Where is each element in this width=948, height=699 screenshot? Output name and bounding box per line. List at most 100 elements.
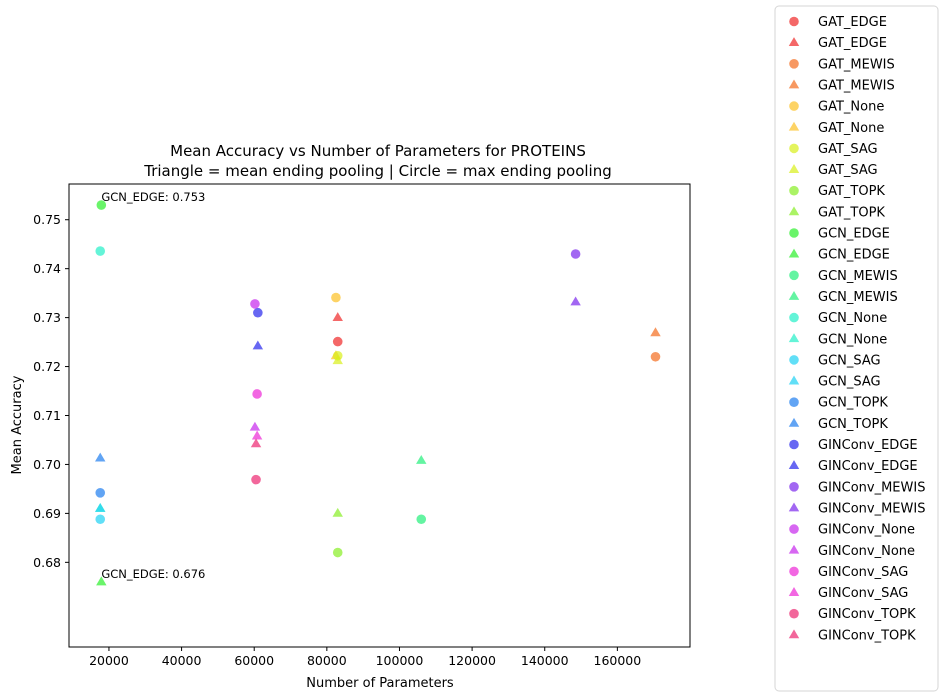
x-tick-label: 80000 (307, 653, 347, 668)
legend-marker (789, 355, 799, 365)
legend-marker (789, 101, 799, 111)
data-point-ginconv-mewis-circle (570, 249, 581, 259)
legend-marker (789, 185, 799, 196)
legend-marker (789, 397, 799, 408)
legend-label: GAT_SAG (818, 163, 878, 178)
data-point-gcn-edge-triangle (96, 576, 107, 586)
legend-label: GAT_SAG (818, 142, 878, 157)
legend-marker (788, 290, 800, 300)
legend-label: GINConv_EDGE (818, 459, 918, 474)
y-axis-label: Mean Accuracy (10, 375, 25, 474)
x-tick-label: 40000 (162, 653, 202, 668)
data-point-ginconv-none-triangle (249, 421, 261, 431)
legend-marker (789, 59, 799, 69)
data-point-ginconv-edge-triangle (252, 340, 264, 350)
legend-marker (789, 439, 799, 450)
legend-label: GINConv_None (818, 523, 915, 538)
y-tick-label: 0.73 (33, 310, 61, 325)
data-point-ginconv-topk-circle (251, 474, 261, 485)
legend-marker (788, 502, 800, 512)
legend-marker (789, 608, 799, 619)
data-point-ginconv-none-circle (250, 299, 260, 309)
legend-marker (789, 228, 799, 238)
legend-label: GCN_SAG (818, 375, 881, 390)
point-annotation: GCN_EDGE: 0.753 (101, 190, 205, 204)
data-point-gat-sag-triangle (332, 355, 343, 365)
legend-label: GINConv_TOPK (818, 628, 916, 643)
x-tick-label: 100000 (376, 653, 424, 668)
chart-title-line2: Triangle = mean ending pooling | Circle … (143, 162, 612, 180)
y-tick-label: 0.70 (33, 457, 61, 472)
data-point-ginconv-topk-triangle (250, 438, 262, 448)
chart-title-line1: Mean Accuracy vs Number of Parameters fo… (170, 142, 586, 160)
legend: GAT_EDGE GAT_EDGE GAT_MEWIS GAT_MEWIS GAT_No… (774, 5, 939, 692)
legend-marker (788, 417, 800, 427)
legend-label: GCN_MEWIS (818, 269, 898, 284)
legend-marker (788, 79, 800, 89)
data-point-ginconv-sag-triangle (251, 430, 263, 440)
legend-marker (789, 143, 799, 154)
point-annotation: GCN_EDGE: 0.676 (101, 567, 205, 581)
data-point-gcn-mewis-triangle (416, 455, 427, 464)
y-tick-label: 0.74 (33, 261, 61, 276)
legend-label: GINConv_SAG (818, 565, 908, 580)
data-point-gcn-topk-circle (95, 488, 106, 498)
legend-label: GAT_None (818, 121, 884, 136)
legend-label: GCN_None (818, 311, 887, 326)
data-point-gcn-edge-circle (96, 200, 107, 210)
legend-label: GINConv_EDGE (818, 438, 918, 453)
legend-label: GCN_TOPK (818, 417, 888, 432)
legend-marker (789, 524, 799, 534)
legend-label: GINConv_MEWIS (818, 480, 925, 495)
y-tick-label: 0.71 (33, 408, 61, 423)
legend-label: GAT_EDGE (818, 36, 887, 51)
y-tick-label: 0.68 (33, 555, 61, 570)
legend-label: GCN_EDGE (818, 227, 890, 242)
data-point-gat-mewis-triangle (650, 327, 661, 337)
legend-label: GAT_MEWIS (818, 57, 895, 72)
legend-marker (789, 566, 799, 577)
y-tick-label: 0.75 (33, 212, 61, 227)
legend-marker (788, 248, 800, 258)
legend-label: GAT_EDGE (818, 15, 887, 30)
x-tick-label: 120000 (448, 653, 496, 668)
legend-label: GAT_None (818, 100, 884, 115)
legend-label: GAT_MEWIS (818, 78, 895, 93)
legend-label: GINConv_None (818, 544, 915, 559)
data-point-gat-none-circle (331, 292, 341, 303)
legend-marker (788, 544, 800, 554)
data-point-gcn-topk-triangle (95, 452, 106, 462)
legend-marker (788, 37, 800, 47)
legend-marker (789, 312, 799, 323)
legend-marker (788, 460, 800, 470)
data-point-gat-edge-triangle (332, 312, 343, 322)
data-point-gat-topk-circle (332, 547, 343, 558)
x-axis-label: Number of Parameters (306, 676, 454, 691)
data-point-gcn-sag-triangle (95, 502, 106, 512)
data-point-gcn-mewis-circle (416, 514, 427, 525)
data-point-gcn-sag-circle (95, 514, 106, 525)
legend-marker (789, 270, 799, 281)
legend-marker (788, 121, 800, 131)
data-point-gcn-none-circle (95, 246, 106, 256)
x-tick-label: 60000 (234, 653, 274, 668)
data-point-gat-edge-circle (332, 336, 343, 347)
legend-box (774, 5, 939, 692)
x-tick-label: 160000 (594, 653, 642, 668)
data-point-ginconv-edge-circle (253, 307, 263, 318)
data-point-gat-topk-triangle (332, 507, 343, 517)
legend-label: GCN_None (818, 332, 887, 347)
legend-marker (788, 206, 800, 216)
legend-marker (789, 482, 799, 492)
legend-label: GCN_MEWIS (818, 290, 898, 305)
data-point-gat-mewis-circle (650, 351, 661, 362)
legend-marker (788, 629, 800, 639)
legend-label: GINConv_SAG (818, 586, 908, 601)
legend-label: GCN_SAG (818, 353, 881, 368)
legend-label: GINConv_MEWIS (818, 501, 925, 516)
legend-label: GCN_EDGE (818, 248, 890, 263)
y-tick-label: 0.72 (33, 359, 61, 374)
legend-label: GINConv_TOPK (818, 607, 916, 622)
legend-marker (788, 375, 800, 385)
plot-area: 20000 40000 60000 80000 100000 120000 140000 16… (33, 183, 691, 668)
